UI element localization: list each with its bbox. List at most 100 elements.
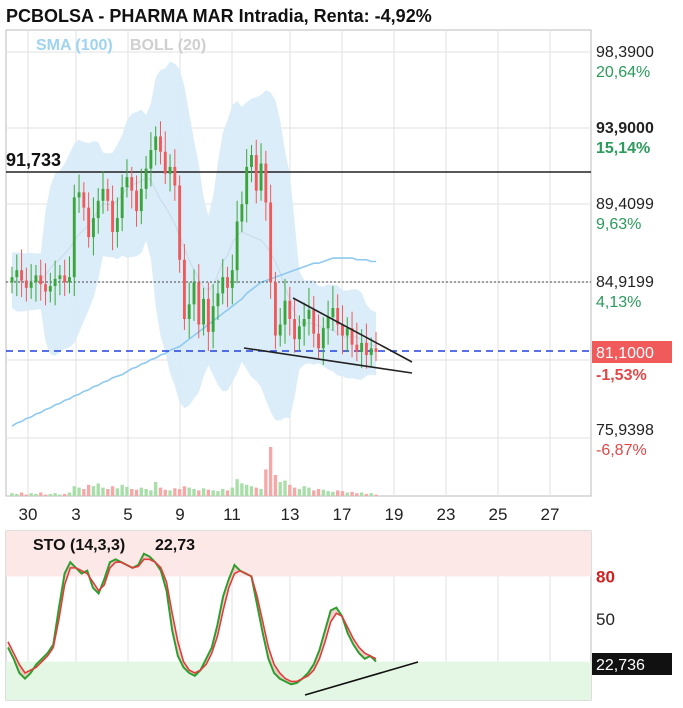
volume-bar xyxy=(307,487,311,496)
boll-indicator-label[interactable]: BOLL (20) xyxy=(130,37,207,54)
candle-body xyxy=(269,202,273,283)
candle-body xyxy=(341,324,344,336)
candle-body xyxy=(125,177,129,188)
candle-body xyxy=(355,344,359,352)
candle-body xyxy=(245,166,249,205)
candle-body xyxy=(336,308,340,325)
sto-indicator-label[interactable]: STO (14,3,3) xyxy=(33,537,126,554)
volume-bar xyxy=(288,484,292,496)
volume-bar xyxy=(254,487,258,496)
candle-body xyxy=(297,326,301,340)
volume-bar xyxy=(268,447,273,496)
candle-body xyxy=(68,277,71,283)
candle-body xyxy=(163,151,167,174)
volume-bar xyxy=(359,492,364,496)
volume-bar xyxy=(77,487,81,496)
candle-body xyxy=(302,319,306,327)
candle-body xyxy=(369,348,373,356)
volume-bar xyxy=(19,492,24,496)
candle-body xyxy=(216,293,220,307)
candle-body xyxy=(254,155,258,191)
current-price-value: 81,1000 xyxy=(596,345,654,362)
candle-body xyxy=(187,304,191,320)
candle-body xyxy=(182,259,186,320)
volume-bar xyxy=(331,491,335,496)
candle-body xyxy=(39,275,43,285)
candle-body xyxy=(259,163,263,191)
volume-bar xyxy=(312,490,316,496)
volume-bar xyxy=(58,494,62,496)
sma-100-line xyxy=(11,257,376,427)
volume-bar xyxy=(187,487,191,496)
x-tick-label: 23 xyxy=(437,505,456,524)
candle-body xyxy=(15,270,19,278)
volume-bar xyxy=(297,489,302,496)
volume-bar xyxy=(125,486,129,496)
candle-body xyxy=(230,270,234,288)
volume-bar xyxy=(130,489,134,496)
candle-body xyxy=(283,300,287,325)
candle-body xyxy=(312,309,316,334)
current-price-badge xyxy=(592,341,672,363)
candle-body xyxy=(345,328,349,336)
volume-bar xyxy=(336,490,340,496)
candle-body xyxy=(20,270,24,281)
candle-body xyxy=(120,187,124,219)
candle-body xyxy=(350,328,354,345)
volume-bar xyxy=(39,492,43,496)
volume-bar xyxy=(326,491,330,496)
volume-bar xyxy=(345,492,349,496)
volume-bar xyxy=(67,492,72,496)
volume-bar xyxy=(340,491,345,496)
volume-bar xyxy=(292,487,297,496)
volume-bar xyxy=(10,493,14,496)
volume-bar xyxy=(316,489,321,496)
volume-bar xyxy=(278,482,282,496)
volume-bar xyxy=(225,490,230,496)
candle-body xyxy=(135,190,138,212)
candle-body xyxy=(360,342,364,352)
candle-body xyxy=(321,328,325,349)
resistance-level-label: 91,733 xyxy=(6,150,62,170)
candle-body xyxy=(173,166,177,186)
volume-bar xyxy=(43,494,48,496)
candle-body xyxy=(250,155,253,167)
candle-body xyxy=(211,306,215,332)
candle-body xyxy=(53,278,57,287)
candle-body xyxy=(264,163,268,203)
volume-bar xyxy=(53,493,57,496)
sto-tick-80: 80 xyxy=(596,567,615,586)
x-tick-label: 5 xyxy=(123,505,132,524)
volume-bar xyxy=(158,487,163,496)
candle-body xyxy=(139,188,143,212)
candle-body xyxy=(48,286,52,292)
candle-body xyxy=(63,275,67,283)
candle-body xyxy=(364,342,368,356)
candle-body xyxy=(44,284,47,292)
volume-bar xyxy=(364,493,369,496)
y-tick-percent: 15,14% xyxy=(596,140,650,157)
x-tick-label: 19 xyxy=(385,505,404,524)
y-tick-percent: -6,87% xyxy=(596,442,647,459)
candle-body xyxy=(293,319,297,340)
candle-body xyxy=(235,221,239,271)
candle-body xyxy=(307,309,311,320)
y-tick-price: 84,9199 xyxy=(596,274,654,291)
candle-body xyxy=(206,298,210,332)
sto-k-line xyxy=(7,552,377,686)
volume-bar xyxy=(115,488,120,496)
candle-body xyxy=(168,166,172,174)
volume-bar xyxy=(34,493,38,496)
y-tick-price: 89,4099 xyxy=(596,196,654,213)
candle-body xyxy=(87,207,91,238)
volume-bar xyxy=(63,493,67,496)
sma-indicator-label[interactable]: SMA (100) xyxy=(36,37,113,54)
volume-bar xyxy=(221,489,225,496)
sto-current-badge xyxy=(592,653,672,675)
volume-bar xyxy=(72,486,76,496)
volume-bar xyxy=(374,494,378,496)
y-tick-price: 93,9000 xyxy=(596,120,654,137)
candle-body xyxy=(111,200,115,232)
volume-bar xyxy=(201,488,206,496)
